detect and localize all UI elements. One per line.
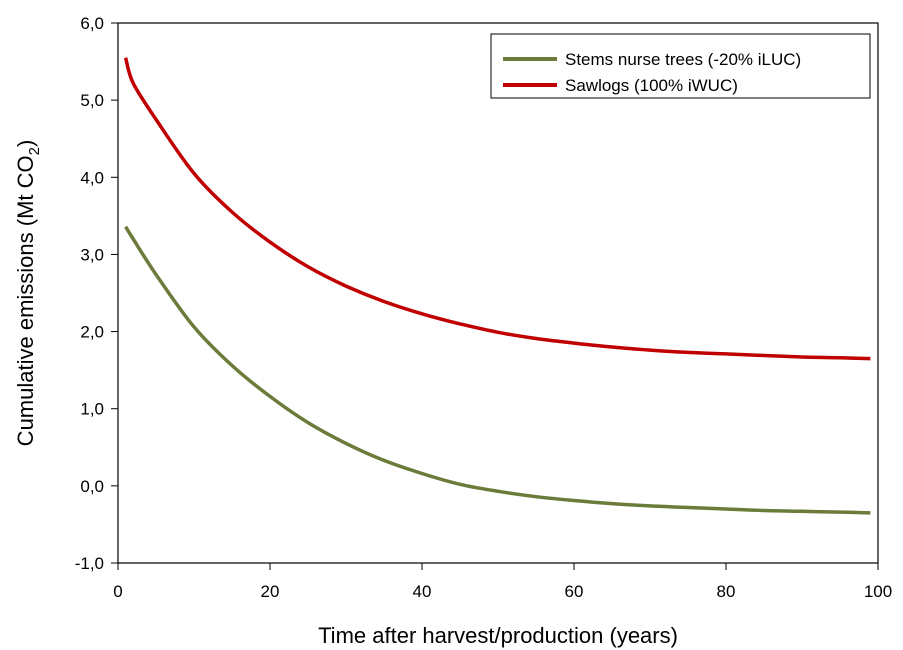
x-axis-title: Time after harvest/production (years) — [318, 623, 678, 648]
x-tick-label: 40 — [413, 582, 432, 601]
series-lines — [123, 57, 871, 515]
y-tick-label: -1,0 — [75, 554, 104, 573]
x-axis: 0 20 40 60 80 100 — [113, 563, 892, 601]
y-axis-title-end: ) — [13, 140, 38, 147]
y-tick-label: 2,0 — [80, 323, 104, 342]
x-tick-label: 80 — [717, 582, 736, 601]
legend: Stems nurse trees (-20% iLUC) Sawlogs (1… — [490, 33, 871, 99]
series-line-stems-nurse-trees — [124, 225, 871, 515]
x-tick-label: 20 — [261, 582, 280, 601]
series-line-sawlogs — [123, 57, 871, 361]
legend-box — [490, 33, 871, 99]
y-axis-title-subscript: 2 — [26, 147, 43, 155]
x-tick-label: 0 — [113, 582, 122, 601]
x-tick-label: 60 — [565, 582, 584, 601]
legend-label-sawlogs: Sawlogs (100% iWUC) — [565, 76, 738, 95]
y-axis-title: Cumulative emissions (Mt CO2) — [13, 140, 43, 447]
legend-label-stems: Stems nurse trees (-20% iLUC) — [565, 50, 801, 69]
x-tick-label: 100 — [864, 582, 892, 601]
plot-frame — [117, 22, 879, 564]
y-tick-label: 3,0 — [80, 245, 104, 264]
y-tick-label: 1,0 — [80, 400, 104, 419]
y-tick-label: 0,0 — [80, 477, 104, 496]
y-axis: -1,0 0,0 1,0 2,0 3,0 4,0 5,0 6,0 — [75, 14, 118, 573]
y-tick-label: 5,0 — [80, 91, 104, 110]
y-tick-label: 4,0 — [80, 168, 104, 187]
y-axis-title-main: Cumulative emissions (Mt CO — [13, 155, 38, 446]
y-tick-label: 6,0 — [80, 14, 104, 33]
